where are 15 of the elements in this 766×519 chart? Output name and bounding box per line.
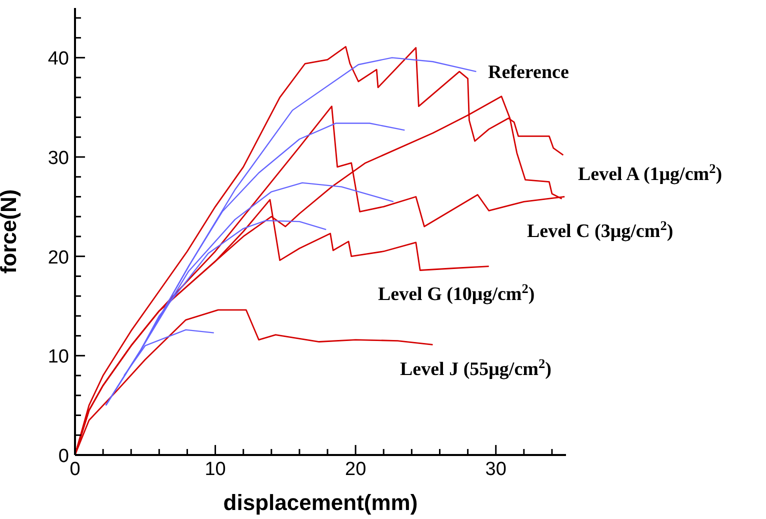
series-label: Level C (3μg/cm$^{2}$) [527,218,674,242]
y-tick-label: 40 [48,48,69,70]
y-tick-label: 0 [58,446,69,467]
series-label: Level G (10μg/cm$^{2}$) [378,280,535,305]
y-tick-label: 30 [48,148,69,169]
series-label: Level J (55μg/cm$^{2}$) [400,356,552,380]
y-tick-label: 20 [48,247,69,268]
x-tick-label: 10 [204,459,226,480]
y-tick-label: 10 [48,346,69,368]
x-tick-label: 30 [485,459,506,480]
series-label: Level A (1μg/cm$^{2}$) [578,160,722,185]
y-axis-title: force(N) [0,189,21,274]
series-label: Reference [488,62,569,83]
x-axis-title: displacement(mm) [223,490,418,515]
x-tick-label: 20 [345,459,366,480]
